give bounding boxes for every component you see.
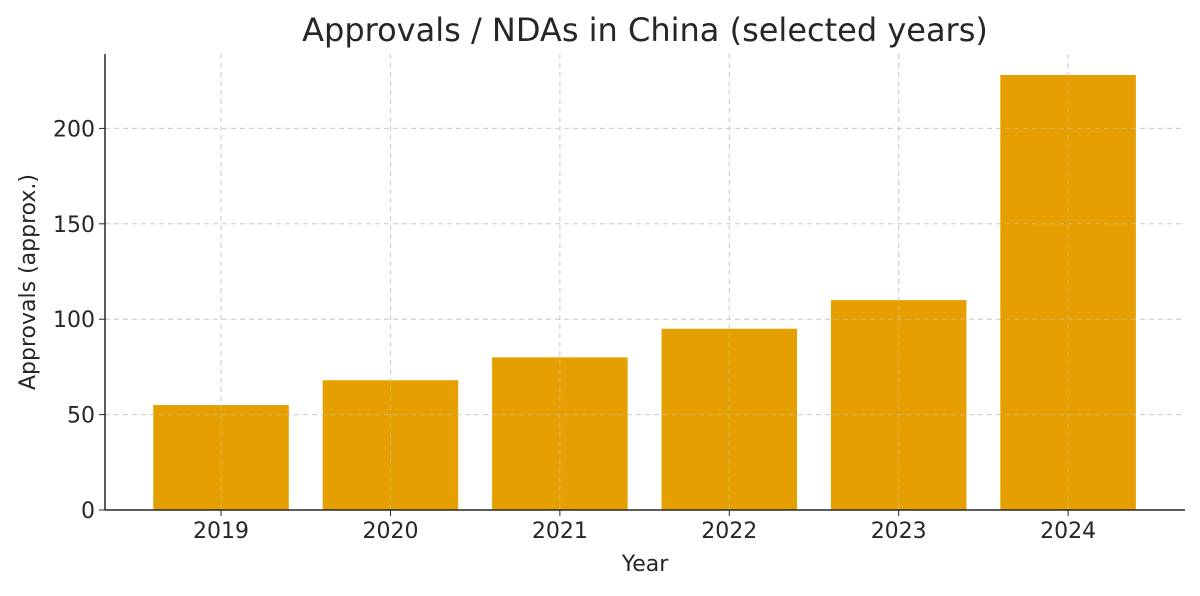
x-tick-label: 2022 xyxy=(701,519,757,544)
grid-overlay xyxy=(105,54,1185,510)
y-axis-label: Approvals (approx.) xyxy=(16,174,41,390)
y-tick-label: 50 xyxy=(67,404,95,429)
x-tick-label: 2021 xyxy=(532,519,588,544)
x-tick-label: 2019 xyxy=(193,519,249,544)
y-ticks: 0 50 100 150 200 xyxy=(53,117,105,524)
x-axis-label: Year xyxy=(621,552,670,577)
y-tick-label: 0 xyxy=(81,499,95,524)
axes xyxy=(104,54,1185,511)
bars xyxy=(153,74,1136,510)
y-tick-label: 150 xyxy=(53,213,95,238)
chart-title: Approvals / NDAs in China (selected year… xyxy=(302,11,988,49)
x-tick-label: 2020 xyxy=(362,519,418,544)
x-tick-label: 2023 xyxy=(871,519,927,544)
y-tick-label: 100 xyxy=(53,308,95,333)
y-tick-label: 200 xyxy=(53,117,95,142)
x-ticks: 2019 2020 2021 2022 2023 2024 xyxy=(193,510,1096,544)
bar-2019 xyxy=(153,405,289,510)
x-tick-label: 2024 xyxy=(1040,519,1096,544)
